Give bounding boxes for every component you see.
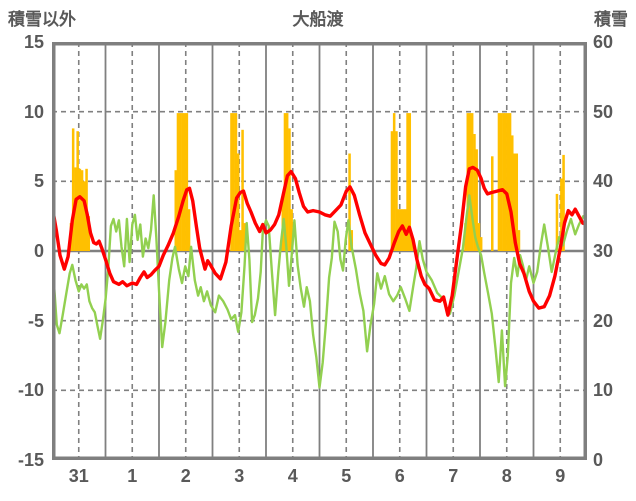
x-tick-6: 6 bbox=[394, 466, 405, 486]
plot-svg bbox=[50, 42, 589, 460]
right-tick-30: 30 bbox=[593, 241, 614, 261]
snowfall-bars-bar bbox=[464, 223, 467, 251]
right-tick-40: 40 bbox=[593, 171, 614, 192]
snowfall-bars-bar bbox=[185, 113, 189, 251]
snowfall-bars-bar bbox=[410, 237, 414, 251]
snowfall-bars-bar bbox=[562, 154, 565, 251]
left-tick--5: -5 bbox=[27, 310, 44, 331]
snowfall-bars-bar bbox=[555, 193, 559, 251]
right-tick-50: 50 bbox=[593, 101, 614, 122]
snowfall-bars-bar bbox=[468, 113, 472, 251]
snowfall-bars-bar bbox=[499, 113, 503, 251]
left-tick-0: 0 bbox=[33, 241, 44, 261]
snowfall-bars-bar bbox=[504, 113, 507, 251]
snowfall-bars-bar bbox=[515, 153, 519, 251]
snowfall-bars-bar bbox=[560, 178, 563, 251]
snowfall-bars-bar bbox=[473, 134, 476, 251]
snowfall-bars-bar bbox=[348, 153, 351, 251]
x-tick-8: 8 bbox=[501, 466, 512, 486]
x-tick-31: 31 bbox=[68, 466, 89, 486]
right-tick-20: 20 bbox=[593, 310, 614, 331]
x-tick-5: 5 bbox=[341, 466, 352, 486]
snowfall-bars-bar bbox=[76, 131, 79, 251]
x-tick-7: 7 bbox=[448, 466, 459, 486]
snowfall-bars-bar bbox=[290, 209, 293, 251]
green-line bbox=[50, 194, 589, 389]
plot-border bbox=[52, 42, 587, 460]
snowfall-bars-bar bbox=[497, 113, 501, 251]
snowfall-bars-bar bbox=[239, 230, 242, 251]
snowfall-bars-bar bbox=[178, 113, 182, 251]
left-tick-15: 15 bbox=[23, 32, 44, 52]
left-tick--10: -10 bbox=[17, 380, 44, 401]
x-tick-4: 4 bbox=[287, 466, 298, 486]
chart-title: 大船渡 bbox=[292, 10, 344, 29]
snowfall-bars-bar bbox=[234, 113, 238, 251]
snowfall-bars-bar bbox=[517, 230, 521, 251]
snowfall-bars-bar bbox=[183, 113, 186, 251]
snowfall-bars-bar bbox=[508, 113, 512, 251]
snowfall-bars-bar bbox=[506, 113, 510, 251]
snowfall-bars-bar bbox=[475, 149, 478, 251]
snowfall-bars-bar bbox=[392, 113, 396, 251]
left-tick-10: 10 bbox=[23, 101, 44, 122]
snowfall-bars-bar bbox=[395, 131, 398, 251]
snowfall-bars-bar bbox=[181, 113, 184, 251]
snowfall-bars-bar bbox=[477, 223, 481, 251]
snowfall-bars-bar bbox=[230, 113, 233, 251]
snowfall-bars-bar bbox=[408, 113, 412, 251]
snowfall-bars-bar bbox=[87, 216, 91, 251]
snowfall-bars-bar bbox=[491, 156, 494, 251]
snowfall-bars-bar bbox=[78, 168, 82, 251]
left-axis-title: 積雪以外 bbox=[8, 10, 76, 29]
snowfall-bars-bar bbox=[513, 153, 516, 251]
plot-area bbox=[50, 42, 589, 460]
snowfall-bars-bar bbox=[470, 113, 474, 251]
snowfall-bars-bar bbox=[243, 223, 247, 251]
red-line bbox=[50, 165, 589, 317]
x-tick-1: 1 bbox=[127, 466, 138, 486]
snowfall-bars-bar bbox=[511, 135, 514, 251]
snowfall-bars-bar bbox=[83, 181, 86, 251]
snowfall-bars-bar bbox=[174, 170, 178, 251]
snowfall-bars-bar bbox=[288, 128, 291, 251]
right-axis-title: 積雪 bbox=[594, 10, 628, 29]
snowfall-bars-bar bbox=[236, 153, 240, 251]
right-tick-10: 10 bbox=[593, 380, 614, 401]
snowfall-bars-bar bbox=[176, 113, 180, 251]
right-tick-0: 0 bbox=[593, 450, 604, 470]
snowfall-bars-bar bbox=[406, 113, 409, 251]
left-tick-5: 5 bbox=[33, 171, 44, 192]
x-tick-2: 2 bbox=[180, 466, 191, 486]
snowfall-bars-bar bbox=[187, 209, 191, 251]
right-tick-60: 60 bbox=[593, 32, 614, 52]
x-tick-9: 9 bbox=[555, 466, 566, 486]
snowfall-bars-bar bbox=[80, 170, 84, 251]
left-tick--15: -15 bbox=[17, 450, 44, 470]
x-tick-3: 3 bbox=[234, 466, 245, 486]
snowfall-bars-bar bbox=[232, 113, 235, 251]
snowfall-bars-bar bbox=[479, 237, 483, 251]
snowfall-bars-bar bbox=[390, 131, 394, 251]
snowfall-bars-bar bbox=[71, 128, 75, 251]
snowfall-bars-bar bbox=[502, 113, 505, 251]
